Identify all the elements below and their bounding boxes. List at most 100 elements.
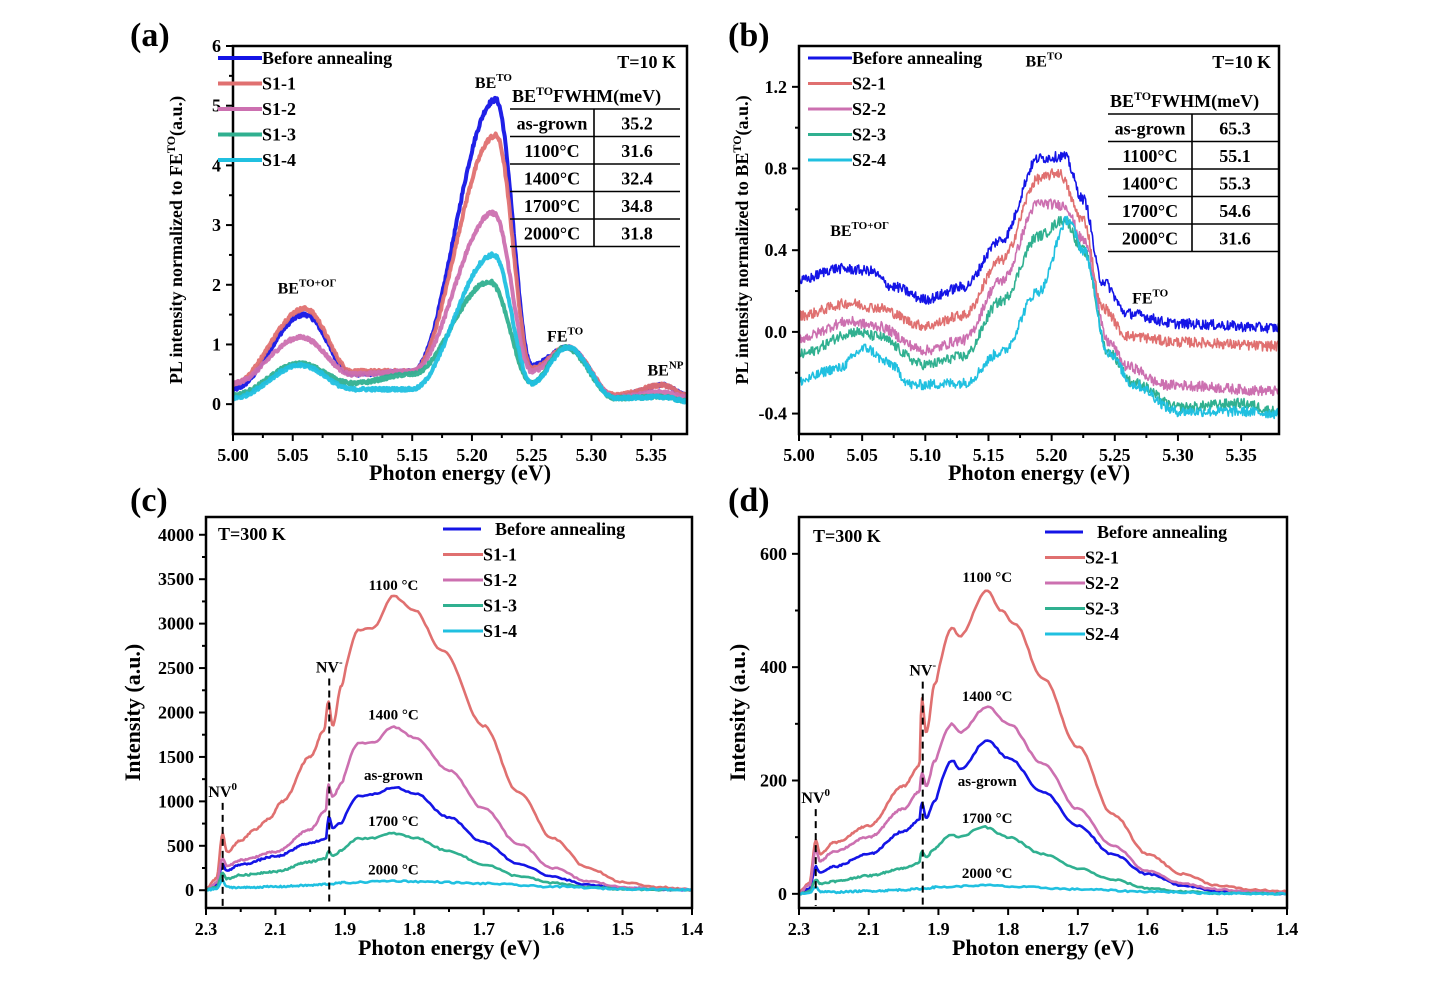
x-tick-label: 5.25 [1099,445,1131,465]
peak-annotation: as-grown [958,774,1018,790]
table-cell-fwhm: 55.3 [1219,174,1251,194]
nv-marker-label: NV0 [801,787,830,807]
y-axis-title: Intensity (a.u.) [120,644,145,782]
legend-label: S2-2 [1085,573,1119,593]
y-tick-label: 0 [778,884,787,904]
series-line-s1-1 [206,594,692,892]
x-tick-label: 5.20 [1036,445,1068,465]
panel-label: (a) [130,17,170,54]
x-tick-label: 1.4 [681,919,704,939]
legend: Before annealing S2-1 S2-2 S2-3 S2-4 [1045,522,1227,644]
legend-label: S1-2 [483,570,517,590]
x-tick-label: 5.30 [1162,445,1194,465]
peak-annotation: FETO [547,325,584,345]
temperature-label: T=10 K [1212,52,1271,72]
y-tick-label: 2000 [158,703,194,723]
peak-annotation: 2000 °C [962,866,1013,882]
legend: Before annealing S1-1 S1-2 S1-3 S1-4 [218,48,392,170]
peak-annotation: 1400 °C [962,689,1013,705]
peak-annotation: 1400 °C [368,708,419,724]
series-line-s1-1 [233,131,687,399]
x-tick-label: 2.3 [788,919,811,939]
peak-annotation: 1700 °C [962,811,1013,827]
table-cell-fwhm: 55.1 [1219,146,1251,166]
y-axis-title: Intensity (a.u.) [725,644,750,782]
temperature-label: T=10 K [617,52,676,72]
legend-label: S1-1 [262,74,296,94]
panel-b: (b) 5.00 5.05 5.10 5.15 5.20 5.25 5.30 5.35 -0.4 0… [728,17,1281,485]
peak-annotation: 2000 °C [368,863,419,879]
series-line-s2-4 [799,883,1287,896]
panel-d: (d) 2.3 2.1 1.9 1.8 1.7 1.6 1.5 1.4 0 200 400 600 Pho… [725,482,1298,960]
table-cell-condition: 1700°C [524,196,580,216]
nv-marker-label: NV- [316,657,343,677]
x-tick-label: 1.8 [403,919,426,939]
y-tick-label: 400 [760,657,787,677]
series-line-s2-1 [799,589,1287,894]
table-header: BETOFWHM(meV) [1110,89,1259,112]
legend-label: S2-1 [852,74,886,94]
x-tick-label: 5.15 [973,445,1005,465]
y-tick-label: 0 [185,880,194,900]
table-cell-condition: 1700°C [1122,201,1178,221]
x-tick-label: 5.05 [277,445,309,465]
x-tick-label: 2.3 [195,919,218,939]
series-line-s1-4 [233,251,687,405]
panel-label: (b) [728,17,770,54]
y-tick-label: 4000 [158,525,194,545]
y-tick-label: 3500 [158,569,194,589]
series-line-before-annealing [799,151,1279,334]
x-tick-label: 5.25 [516,445,548,465]
legend-label: Before annealing [495,519,625,539]
legend-label: S1-3 [483,596,517,616]
x-tick-label: 1.5 [611,919,634,939]
peak-annotation: as-grown [364,768,424,784]
table-cell-fwhm: 31.6 [621,141,653,161]
x-axis-title: Photon energy (eV) [948,460,1130,485]
legend-label: S2-3 [852,125,886,145]
x-tick-label: 1.6 [1136,919,1159,939]
series-line-before-annealing [799,739,1287,896]
y-tick-label: 2500 [158,658,194,678]
x-tick-label: 1.7 [1067,919,1090,939]
series-group [799,589,1287,896]
table-cell-fwhm: 34.8 [621,196,653,216]
y-tick-label: 0.4 [765,240,788,260]
y-tick-label: 1500 [158,747,194,767]
series-line-s2-2 [799,198,1279,397]
series-line-s1-4 [206,878,692,892]
series-group [206,594,692,892]
table-header: BETOFWHM(meV) [512,84,661,107]
table-cell-condition: 1400°C [524,169,580,189]
temperature-label: T=300 K [218,524,286,544]
y-axis-title: PL intensity normalized to FETO(a.u.) [164,96,187,384]
peak-annotation: 1700 °C [368,814,419,830]
series-group [233,95,687,405]
series-line-s2-1 [799,168,1279,352]
plot-frame [797,515,1289,910]
x-tick-label: 1.9 [927,919,950,939]
series-line-before-annealing [206,786,692,892]
legend-label: S1-4 [483,621,517,641]
fwhm-table: BETOFWHM(meV) as-grown 65.3 1100°C 55.1 1400°… [1108,89,1278,253]
y-tick-label: 4 [212,155,221,175]
y-tick-label: 5 [212,96,221,116]
peak-annotation: BETO+OΓ [278,278,337,298]
x-axis-title: Photon energy (eV) [369,460,551,485]
series-line-s1-2 [206,725,692,892]
panel-label: (c) [130,482,168,519]
nv-marker-label: NV0 [208,781,237,801]
legend-label: Before annealing [262,48,392,68]
legend-label: S2-4 [852,150,886,170]
y-tick-label: 0.8 [765,159,788,179]
x-tick-label: 5.35 [635,445,667,465]
legend-label: S1-3 [262,125,296,145]
x-tick-label: 1.8 [997,919,1020,939]
x-tick-label: 1.6 [542,919,565,939]
x-tick-label: 5.05 [846,445,878,465]
legend-label: S2-2 [852,99,886,119]
temperature-label: T=300 K [813,526,881,546]
x-tick-label: 5.10 [337,445,369,465]
table-cell-fwhm: 35.2 [621,114,653,134]
